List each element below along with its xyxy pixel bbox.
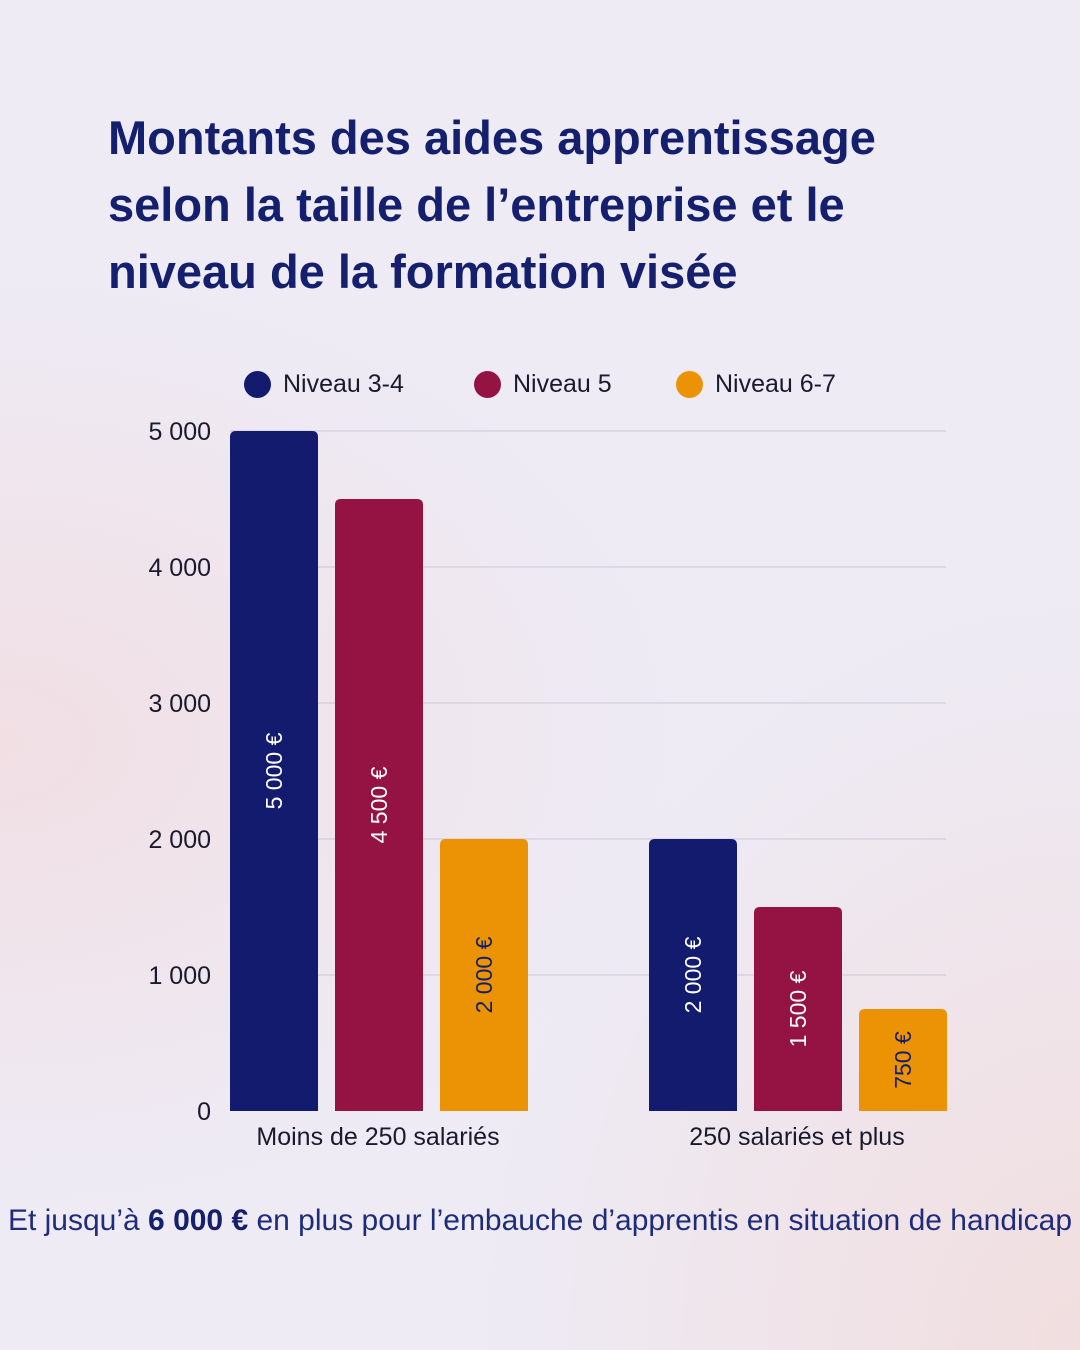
bar-niveau-5-moins-250 [335, 499, 423, 1111]
legend-marker-niveau-3-4 [244, 370, 271, 398]
legend-item-niveau-5: Niveau 5 [474, 364, 612, 404]
legend: Niveau 3-4 Niveau 5 Niveau 6-7 [0, 364, 1080, 404]
footer-note: Et jusqu’à 6 000 € en plus pour l’embauc… [0, 1198, 1080, 1243]
bar-value-label: 1 500 € [785, 970, 811, 1047]
bar-value-label: 750 € [890, 1031, 916, 1089]
title-bold-1: la taille de l’entreprise [243, 178, 738, 231]
y-tick-label: 4 000 [148, 554, 211, 582]
bar-value-label: 2 000 € [471, 936, 497, 1013]
chart-title: Montants des aides apprentissage selon l… [108, 104, 988, 305]
footer-highlight: 6 000 € [148, 1204, 249, 1237]
footer-text-1: Et jusqu’à [7, 1204, 149, 1237]
legend-marker-niveau-6-7 [676, 370, 703, 398]
x-category-label: Moins de 250 salariés [256, 1123, 499, 1151]
y-tick-label: 3 000 [148, 690, 211, 718]
y-tick-label: 5 000 [148, 418, 211, 446]
title-text-2: et [737, 178, 806, 231]
bar-niveau-6-7-moins-250 [440, 839, 528, 1111]
bar-value-label: 4 500 € [366, 766, 392, 843]
legend-marker-niveau-5 [474, 370, 501, 398]
legend-label-niveau-3-4: Niveau 3-4 [283, 369, 404, 398]
title-bold-2: le niveau de la formation visée [108, 178, 845, 298]
title-text-1: Montants des aides apprentissage selon [108, 111, 876, 231]
y-tick-label: 1 000 [148, 962, 211, 990]
bar-niveau-5-250-plus [754, 907, 842, 1111]
bar-niveau-3-4-moins-250 [230, 431, 318, 1111]
legend-item-niveau-6-7: Niveau 6-7 [676, 364, 836, 404]
legend-label-niveau-6-7: Niveau 6-7 [715, 369, 836, 398]
bar-value-label: 5 000 € [261, 732, 287, 809]
bar-niveau-3-4-250-plus [649, 839, 737, 1111]
x-category-label: 250 salariés et plus [689, 1123, 904, 1151]
footer-text-2: en plus pour l’embauche d’apprentis en s… [248, 1204, 1073, 1237]
y-tick-label: 2 000 [148, 826, 211, 854]
y-tick-label: 0 [197, 1098, 211, 1126]
bar-niveau-6-7-250-plus [859, 1009, 947, 1111]
bar-value-label: 2 000 € [680, 936, 706, 1013]
legend-label-niveau-5: Niveau 5 [513, 369, 612, 398]
legend-item-niveau-3-4: Niveau 3-4 [244, 364, 404, 404]
